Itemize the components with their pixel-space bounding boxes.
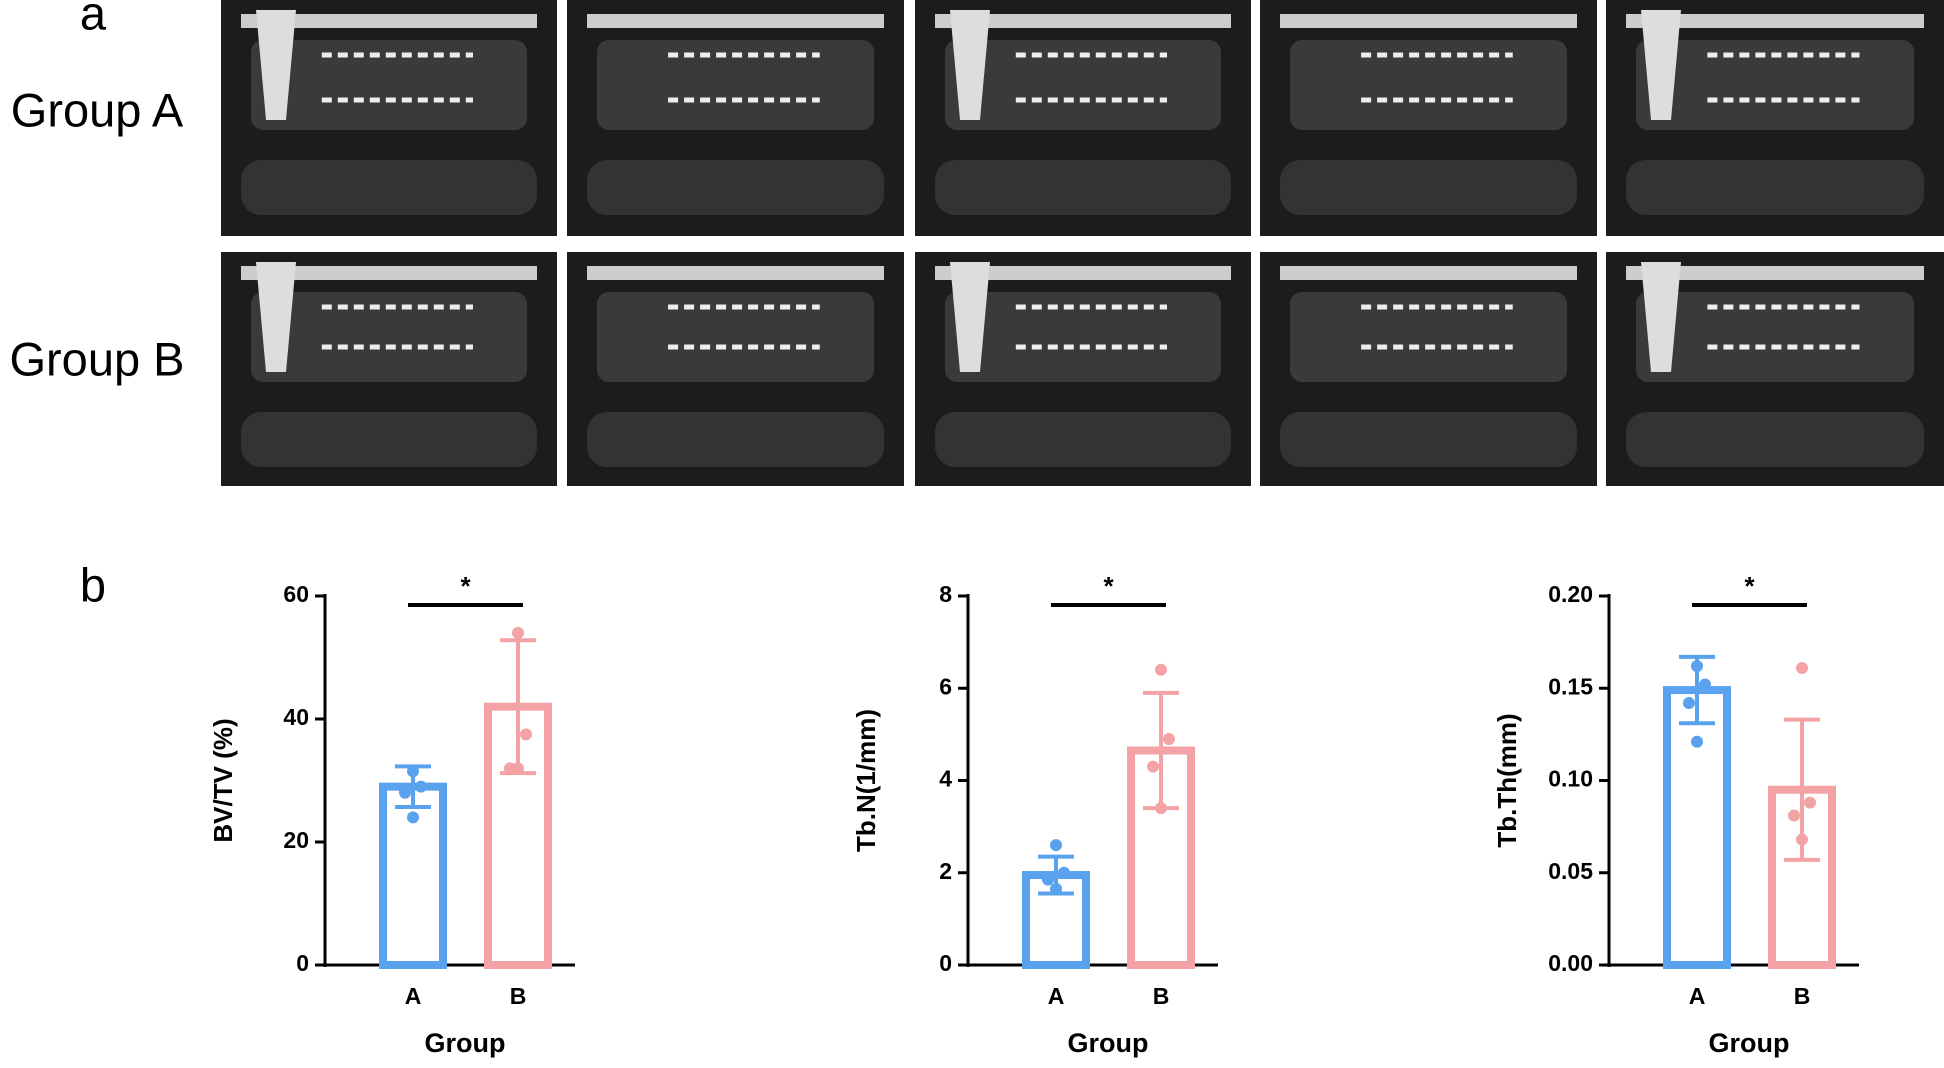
y-tick-label: 0.15: [1548, 673, 1593, 699]
y-tick-label: 40: [283, 704, 309, 730]
x-tick-label: B: [1153, 983, 1170, 1009]
vertebra: [587, 160, 884, 215]
y-tick-label: 0.20: [1548, 581, 1593, 607]
significance-label: *: [1744, 571, 1755, 601]
x-tick-label: B: [1794, 983, 1811, 1009]
y-tick-label: 8: [939, 581, 952, 607]
plate: [1626, 266, 1924, 280]
vertebra: [945, 292, 1221, 382]
vertebra: [597, 292, 874, 382]
x-axis-label: Group: [1709, 1028, 1790, 1058]
y-tick-label: 0: [939, 950, 952, 976]
data-point: [1147, 760, 1159, 773]
screw: [256, 10, 296, 120]
x-tick-label: B: [510, 983, 527, 1009]
vertebra: [597, 40, 874, 130]
y-axis-label: BV/TV (%): [208, 718, 238, 842]
x-tick-label: A: [405, 983, 422, 1009]
ct-images: [221, 0, 1944, 486]
y-tick-label: 0.10: [1548, 766, 1593, 792]
data-point: [1050, 882, 1062, 895]
vertebra: [1626, 160, 1924, 215]
vertebra: [587, 412, 884, 467]
plate: [1626, 14, 1924, 28]
vertebra: [241, 412, 537, 467]
vertebra: [1626, 412, 1924, 467]
plate: [935, 14, 1231, 28]
screw: [256, 262, 296, 372]
vertebra: [1636, 292, 1914, 382]
data-point: [1699, 678, 1711, 691]
data-point: [1691, 735, 1703, 748]
screw: [1641, 10, 1681, 120]
row-label: Group A: [11, 83, 184, 136]
plate: [587, 14, 884, 28]
data-point: [1683, 697, 1695, 710]
row-label: Group B: [9, 332, 184, 385]
data-point: [407, 765, 419, 778]
x-tick-label: A: [1048, 983, 1065, 1009]
plate: [1280, 14, 1577, 28]
data-point: [407, 811, 419, 824]
x-axis-label: Group: [425, 1028, 506, 1058]
y-tick-label: 4: [939, 766, 952, 792]
vertebra: [1290, 40, 1567, 130]
vertebra: [1636, 40, 1914, 130]
panel-label: b: [80, 558, 106, 611]
plate: [241, 14, 537, 28]
data-point: [1155, 802, 1167, 815]
vertebra: [251, 292, 527, 382]
data-point: [415, 780, 427, 793]
plate: [241, 266, 537, 280]
data-point: [1058, 866, 1070, 879]
significance-label: *: [460, 571, 471, 601]
y-tick-label: 6: [939, 673, 952, 699]
bar: [1663, 686, 1731, 969]
y-tick-label: 0: [296, 950, 309, 976]
vertebra: [935, 412, 1231, 467]
y-tick-label: 2: [939, 858, 952, 884]
vertebra: [1280, 412, 1577, 467]
data-point: [1163, 732, 1175, 745]
data-point: [1155, 663, 1167, 676]
data-point: [512, 626, 524, 639]
data-point: [399, 786, 411, 799]
vertebra: [945, 40, 1221, 130]
plate: [587, 266, 884, 280]
vertebra: [935, 160, 1231, 215]
panel-label: a: [80, 0, 107, 39]
vertebra: [251, 40, 527, 130]
vertebra: [1280, 160, 1577, 215]
data-point: [1050, 839, 1062, 852]
significance-label: *: [1103, 571, 1114, 601]
screw: [950, 10, 990, 120]
vertebra: [1290, 292, 1567, 382]
plate: [935, 266, 1231, 280]
vertebra: [241, 160, 537, 215]
data-point: [1788, 809, 1800, 822]
data-point: [1796, 661, 1808, 674]
data-point: [1042, 873, 1054, 886]
data-point: [520, 728, 532, 741]
plate: [1280, 266, 1577, 280]
screw: [1641, 262, 1681, 372]
y-axis-label: Tb.N(1/mm): [851, 709, 881, 852]
x-tick-label: A: [1689, 983, 1706, 1009]
x-axis-label: Group: [1068, 1028, 1149, 1058]
y-axis-label: Tb.Th(mm): [1492, 713, 1522, 847]
data-point: [512, 762, 524, 775]
y-tick-label: 0.05: [1548, 858, 1593, 884]
y-tick-label: 60: [283, 581, 309, 607]
data-point: [1691, 660, 1703, 673]
data-point: [1796, 833, 1808, 846]
data-point: [1804, 796, 1816, 809]
screw: [950, 262, 990, 372]
y-tick-label: 20: [283, 827, 309, 853]
y-tick-label: 0.00: [1548, 950, 1593, 976]
